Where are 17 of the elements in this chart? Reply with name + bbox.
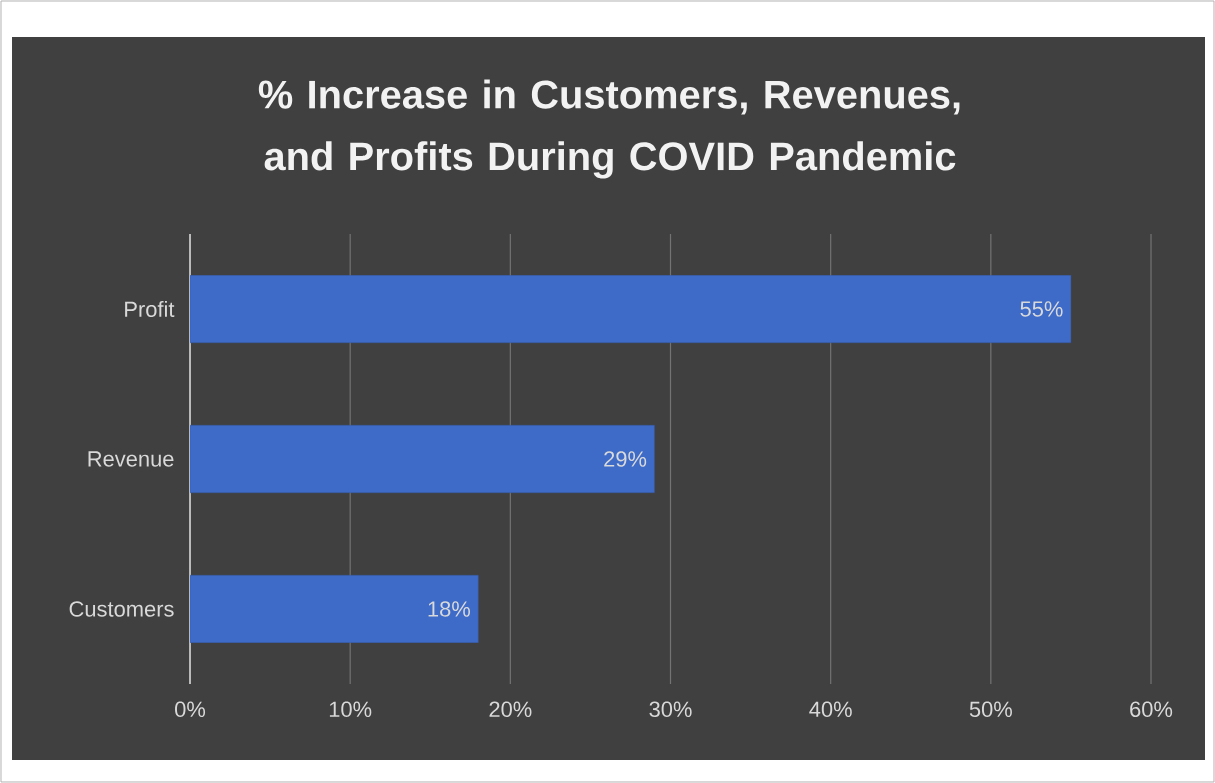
x-tick-label: 40%: [809, 701, 852, 718]
y-tick-label: Revenue: [88, 451, 174, 467]
data-label: 18%: [428, 601, 470, 617]
bar: [190, 575, 479, 643]
y-tick-label: Profit: [125, 300, 175, 318]
x-tick-label: 50%: [969, 701, 1012, 718]
x-tick-label: 30%: [649, 701, 692, 718]
chart-title: % Increase in Customers, Revenues, and Profits During COVID Pandemic: [258, 79, 960, 179]
bar: [190, 275, 1072, 343]
data-label: 29%: [604, 451, 647, 467]
data-label: 55%: [1020, 301, 1063, 317]
x-tick-label: 20%: [489, 701, 532, 718]
x-tick-label: 0%: [175, 701, 206, 718]
x-tick-label: 60%: [1130, 701, 1173, 718]
y-tick-label: Customers: [69, 601, 174, 617]
x-tick-label: 10%: [329, 701, 372, 718]
bar: [190, 425, 655, 493]
